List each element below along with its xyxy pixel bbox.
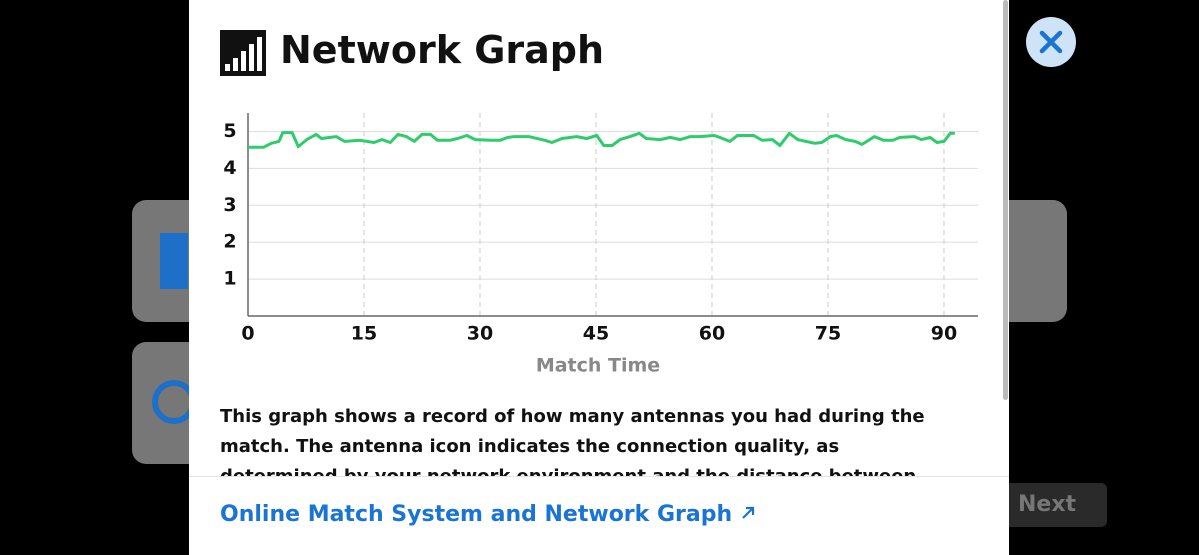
x-tick-label: 15 [351, 323, 377, 345]
description: This graph shows a record of how many an… [220, 406, 925, 476]
x-tick-label: 0 [241, 323, 254, 345]
link-text[interactable]: Online Match System and Network Graph [220, 502, 733, 527]
help-link[interactable]: Online Match System and Network Graph [220, 502, 756, 527]
next-button[interactable]: Next [1000, 483, 1107, 527]
x-tick-label: 90 [931, 323, 957, 345]
y-tick-label: 2 [223, 231, 236, 253]
y-tick-label: 4 [223, 157, 236, 179]
scrollbar[interactable] [1003, 0, 1008, 400]
y-tick-label: 1 [223, 268, 236, 290]
x-tick-label: 30 [467, 323, 493, 345]
x-tick-label: 60 [699, 323, 725, 345]
footer [189, 476, 1009, 555]
x-tick-label: 45 [583, 323, 609, 345]
x-tick-label: 75 [815, 323, 841, 345]
close-button[interactable] [1026, 17, 1076, 67]
data-line [248, 131, 955, 149]
title: Network Graph [280, 28, 605, 72]
y-tick-label: 3 [223, 194, 236, 216]
antenna-icon [220, 30, 266, 76]
modal [189, 0, 1009, 554]
y-tick-label: 5 [223, 120, 236, 142]
bg-icon [160, 233, 188, 289]
external-icon [742, 506, 754, 519]
x-axis-label: Match Time [536, 355, 660, 377]
